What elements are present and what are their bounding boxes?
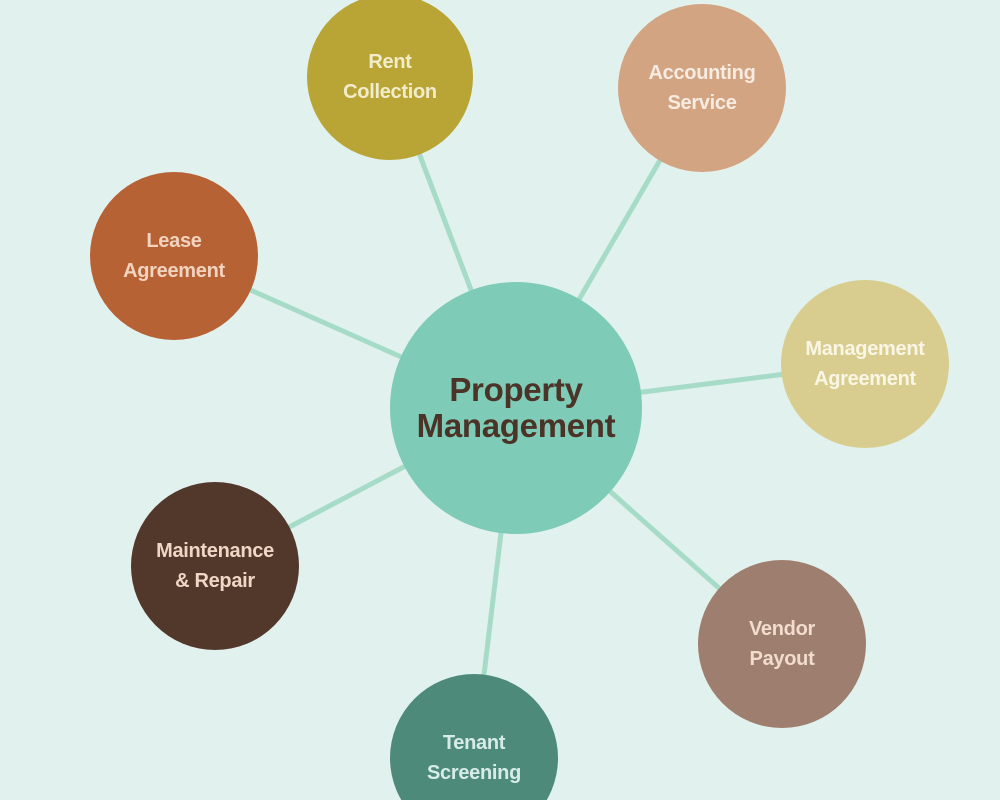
node-tenant-screening-label: Tenant Screening <box>427 728 521 788</box>
node-accounting-service-label-line: Accounting <box>648 62 756 84</box>
node-accounting-service-label-line: Service <box>667 92 737 114</box>
node-maintenance-repair: Maintenance & Repair <box>131 482 299 650</box>
node-vendor-payout-label-line: Vendor <box>749 618 815 640</box>
node-vendor-payout-label-line: Payout <box>749 648 815 670</box>
node-maintenance-repair-label-line: Maintenance <box>156 540 274 562</box>
connector-maintenance-repair <box>286 463 408 531</box>
node-tenant-screening-label-line: Screening <box>427 762 521 784</box>
center-node-property-management-label-line: Property <box>449 371 583 408</box>
node-management-agreement-label: Management Agreement <box>805 334 925 394</box>
node-tenant-screening: Tenant Screening <box>390 674 558 800</box>
connector-rent-collection <box>416 151 475 294</box>
node-vendor-payout-label: Vendor Payout <box>749 614 815 674</box>
node-vendor-payout: Vendor Payout <box>698 560 866 728</box>
node-lease-agreement: Lease Agreement <box>90 172 258 340</box>
node-rent-collection-label: Rent Collection <box>343 47 437 107</box>
center-node-property-management-label: Property Management <box>417 372 616 444</box>
connector-management-agreement <box>638 371 784 395</box>
node-management-agreement-label-line: Agreement <box>814 368 916 390</box>
node-rent-collection-label-line: Collection <box>343 81 437 103</box>
node-accounting-service-label: Accounting Service <box>649 58 756 118</box>
connector-tenant-screening <box>481 530 504 677</box>
node-lease-agreement-label-line: Agreement <box>123 260 225 282</box>
connector-vendor-payout <box>607 488 723 592</box>
node-management-agreement: Management Agreement <box>781 280 949 448</box>
center-node-property-management: Property Management <box>390 282 642 534</box>
center-node-property-management-label-line: Management <box>416 407 616 444</box>
node-accounting-service: Accounting Service <box>618 4 786 172</box>
node-management-agreement-label-line: Management <box>805 338 925 360</box>
node-lease-agreement-label: Lease Agreement <box>123 226 225 286</box>
node-maintenance-repair-label-line: & Repair <box>175 570 255 592</box>
node-maintenance-repair-label: Maintenance & Repair <box>156 536 274 596</box>
node-rent-collection: Rent Collection <box>307 0 473 160</box>
connector-lease-agreement <box>247 287 404 360</box>
node-lease-agreement-label-line: Lease <box>146 230 202 252</box>
node-rent-collection-label-line: Rent <box>368 51 412 73</box>
connector-accounting-service <box>576 157 663 303</box>
node-tenant-screening-label-line: Tenant <box>442 732 506 754</box>
